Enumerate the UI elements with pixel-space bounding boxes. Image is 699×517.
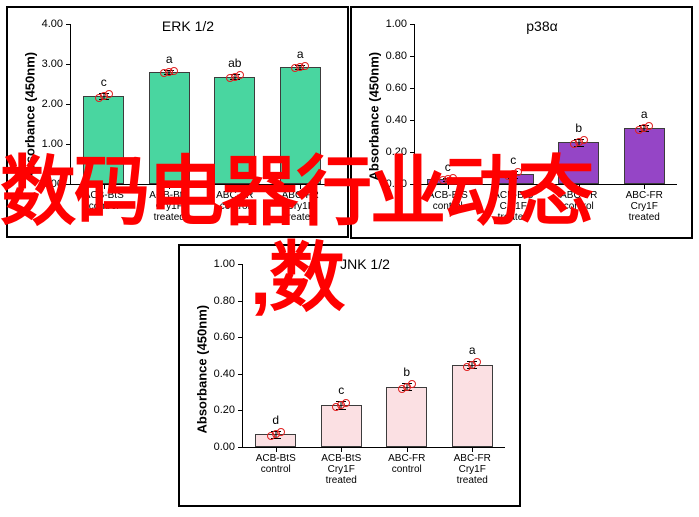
y-tick (238, 410, 243, 411)
y-tick (238, 447, 243, 448)
bar (321, 405, 362, 447)
significance-label: a (297, 47, 304, 61)
y-tick-label: 0.60 (195, 331, 235, 343)
y-tick (238, 374, 243, 375)
y-tick-label: 1.00 (195, 258, 235, 270)
y-tick-label: 0.80 (195, 295, 235, 307)
data-point (170, 67, 178, 75)
data-point (645, 122, 653, 130)
data-point (301, 62, 309, 70)
x-tick (472, 447, 473, 452)
x-tick-label: ACB-BtSCry1Ftreated (321, 453, 361, 486)
y-tick-label: 0.60 (367, 82, 407, 94)
y-tick (410, 88, 415, 89)
y-tick-label: 3.00 (23, 58, 63, 70)
data-point (342, 399, 350, 407)
x-tick-label: ABC-FRCry1Ftreated (454, 453, 491, 486)
y-tick-label: 2.00 (23, 98, 63, 110)
data-point (105, 90, 113, 98)
bar (386, 387, 427, 447)
y-tick (410, 24, 415, 25)
overlay-text-line2: ,数 (250, 216, 343, 326)
significance-label: a (166, 52, 173, 66)
significance-label: ab (228, 56, 241, 70)
x-tick (276, 447, 277, 452)
significance-label: c (101, 75, 107, 89)
x-tick (407, 447, 408, 452)
significance-label: a (469, 343, 476, 357)
significance-label: d (272, 413, 279, 427)
chart-panel-jnk: Absorbance (450nm) JNK 1/2 0.000.200.400… (178, 244, 521, 507)
y-tick (238, 337, 243, 338)
x-tick-label: ABC-FRcontrol (388, 453, 425, 475)
y-tick-label: 0.20 (195, 404, 235, 416)
y-tick-label: 0.80 (367, 50, 407, 62)
y-tick (66, 24, 71, 25)
y-tick-label: 0.40 (195, 368, 235, 380)
bar (452, 365, 493, 447)
significance-label: c (338, 383, 344, 397)
y-tick-label: 0.00 (195, 441, 235, 453)
data-point (277, 428, 285, 436)
bar (624, 128, 665, 184)
significance-label: a (641, 107, 648, 121)
y-tick (238, 301, 243, 302)
data-point (473, 358, 481, 366)
x-tick (644, 184, 645, 189)
x-tick-label: ACB-BtScontrol (256, 453, 296, 475)
x-tick-label: ABC-FRCry1Ftreated (626, 190, 663, 223)
y-tick (66, 64, 71, 65)
y-tick-label: 0.40 (367, 114, 407, 126)
data-point (408, 380, 416, 388)
y-tick (238, 264, 243, 265)
y-tick-label: 1.00 (367, 18, 407, 30)
y-tick (410, 120, 415, 121)
x-tick (341, 447, 342, 452)
y-tick (66, 104, 71, 105)
significance-label: b (403, 365, 410, 379)
y-tick (410, 56, 415, 57)
data-point (236, 71, 244, 79)
y-tick-label: 4.00 (23, 18, 63, 30)
